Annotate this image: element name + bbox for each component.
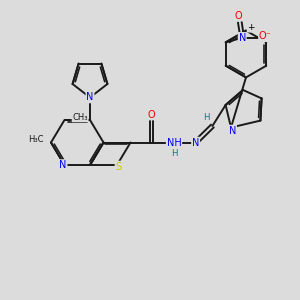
Text: N: N bbox=[192, 137, 199, 148]
Text: H₃C: H₃C bbox=[28, 135, 43, 144]
Text: O⁻: O⁻ bbox=[259, 31, 272, 41]
Text: N: N bbox=[238, 33, 246, 43]
Text: O: O bbox=[147, 110, 155, 120]
Text: +: + bbox=[248, 23, 255, 32]
Text: S: S bbox=[116, 161, 122, 172]
Text: N: N bbox=[86, 92, 94, 103]
Text: H: H bbox=[203, 113, 210, 122]
Text: O: O bbox=[235, 11, 242, 21]
Text: N: N bbox=[229, 125, 236, 136]
Text: N: N bbox=[59, 160, 67, 170]
Text: CH₃: CH₃ bbox=[72, 112, 88, 122]
Text: NH: NH bbox=[167, 137, 182, 148]
Text: H: H bbox=[171, 149, 177, 158]
